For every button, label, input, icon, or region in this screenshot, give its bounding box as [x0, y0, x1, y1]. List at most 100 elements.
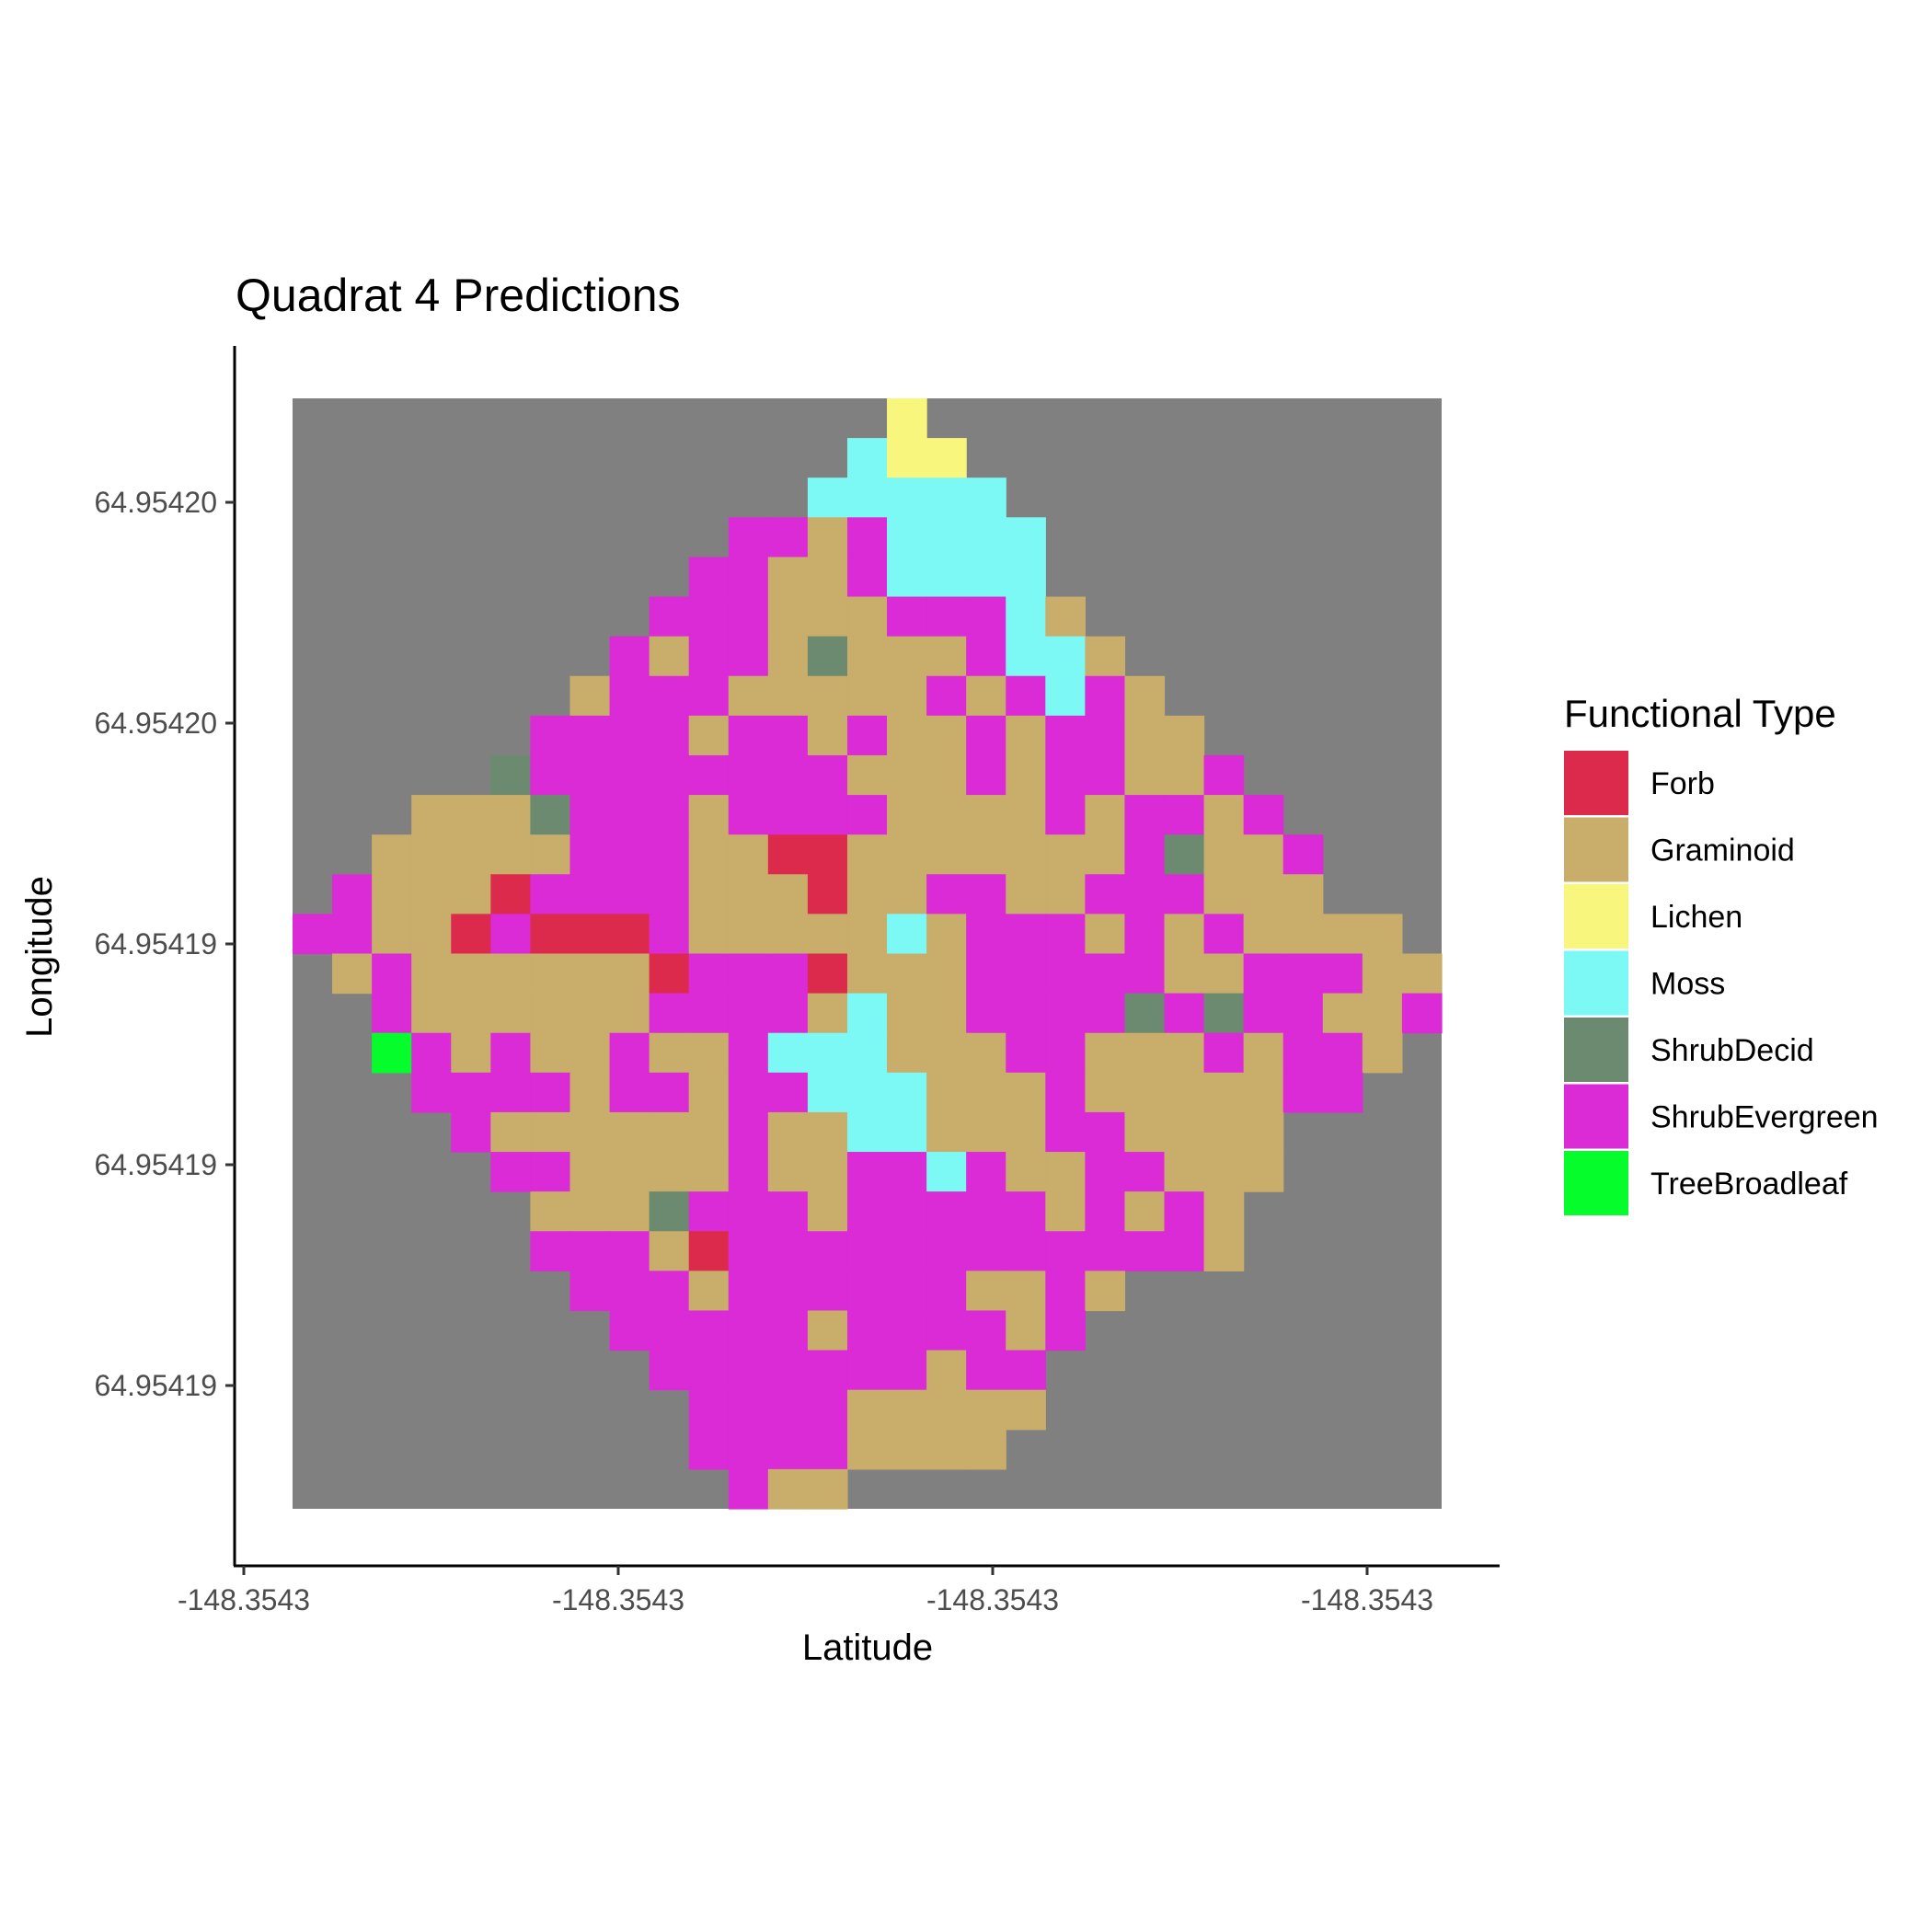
- heatmap-cell-graminoid: [1203, 795, 1245, 835]
- heatmap-cell-shrubevergreen: [1085, 1191, 1126, 1232]
- legend-label-forb: Forb: [1650, 766, 1715, 801]
- legend-label-graminoid: Graminoid: [1650, 834, 1795, 868]
- heatmap-cell-graminoid: [807, 1152, 848, 1192]
- heatmap-cell-shrubevergreen: [1006, 1231, 1046, 1271]
- heatmap-cell-graminoid: [490, 1111, 532, 1153]
- heatmap-cell-moss: [807, 1072, 848, 1113]
- heatmap-cell-graminoid: [1006, 795, 1046, 835]
- heatmap-cell-shrubevergreen: [1006, 1350, 1046, 1391]
- heatmap-cell-moss: [807, 477, 848, 518]
- heatmap-cell-shrubdecid: [807, 636, 848, 677]
- heatmap-cell-shrubevergreen: [1045, 1032, 1086, 1074]
- heatmap-cell-graminoid: [1006, 1271, 1046, 1312]
- heatmap-cell-shrubevergreen: [728, 596, 769, 638]
- heatmap-cell-graminoid: [1243, 1072, 1284, 1113]
- heatmap-cell-graminoid: [767, 636, 809, 677]
- heatmap-cell-graminoid: [887, 1389, 927, 1431]
- heatmap-cell-shrubevergreen: [966, 1231, 1006, 1271]
- heatmap-cell-graminoid: [688, 1152, 730, 1192]
- heatmap-cell-graminoid: [1124, 1032, 1166, 1074]
- heatmap-cell-moss: [807, 1032, 848, 1074]
- heatmap-cell-shrubevergreen: [728, 953, 769, 995]
- heatmap-cell-shrubevergreen: [688, 1191, 730, 1232]
- heatmap-cell-graminoid: [966, 1111, 1006, 1153]
- heatmap-cell-moss: [887, 517, 927, 558]
- heatmap-cell-shrubevergreen: [649, 795, 690, 835]
- heatmap-cell-shrubevergreen: [966, 953, 1006, 995]
- heatmap-cell-shrubevergreen: [1282, 1072, 1324, 1113]
- heatmap-cell-shrubevergreen: [649, 1072, 690, 1113]
- heatmap-cell-forb: [767, 834, 809, 875]
- heatmap-cell-shrubevergreen: [372, 993, 412, 1034]
- x-tick-label: -148.3543: [926, 1583, 1059, 1616]
- heatmap-cell-shrubevergreen: [1006, 675, 1046, 717]
- heatmap-cell-graminoid: [530, 953, 571, 995]
- y-axis-ticks: 64.95420 64.95420 64.95419 64.95419 64.95419: [95, 486, 235, 1402]
- heatmap-cell-shrubevergreen: [1006, 914, 1046, 955]
- heatmap-cell-shrubevergreen: [649, 874, 690, 914]
- heatmap-cell-graminoid: [966, 1429, 1006, 1470]
- heatmap-cell-forb: [569, 914, 611, 955]
- heatmap-cell-shrubevergreen: [966, 1350, 1006, 1391]
- heatmap-cell-shrubevergreen: [569, 834, 611, 875]
- heatmap-cell-graminoid: [926, 795, 967, 835]
- heatmap-cell-graminoid: [926, 1032, 967, 1074]
- heatmap-cell-shrubevergreen: [688, 754, 730, 796]
- heatmap-cell-graminoid: [1203, 953, 1245, 995]
- heatmap-cell-shrubevergreen: [490, 1032, 532, 1074]
- heatmap-cell-graminoid: [966, 1072, 1006, 1113]
- heatmap-cell-graminoid: [1243, 914, 1284, 955]
- heatmap-cell-moss: [767, 1032, 809, 1074]
- heatmap-cell-shrubevergreen: [728, 1429, 769, 1470]
- heatmap-cell-shrubevergreen: [649, 715, 690, 756]
- heatmap-cell-graminoid: [569, 1191, 611, 1232]
- heatmap-cell-graminoid: [1362, 914, 1403, 955]
- heatmap-cell-graminoid: [926, 1111, 967, 1153]
- heatmap-cell-shrubevergreen: [530, 1231, 571, 1271]
- heatmap-cell-shrubevergreen: [887, 1152, 927, 1192]
- heatmap-cell-graminoid: [1322, 993, 1363, 1034]
- heatmap-cell-graminoid: [1085, 1032, 1126, 1074]
- heatmap-cell-shrubevergreen: [609, 1072, 650, 1113]
- heatmap-cell-shrubevergreen: [846, 1350, 888, 1391]
- heatmap-cell-graminoid: [530, 1191, 571, 1232]
- heatmap-cell-graminoid: [846, 636, 888, 677]
- heatmap-cell-shrubevergreen: [490, 914, 532, 955]
- heatmap-cell-graminoid: [846, 953, 888, 995]
- heatmap-cell-shrubevergreen: [688, 993, 730, 1034]
- heatmap-cell-shrubevergreen: [926, 874, 967, 914]
- heatmap-cell-shrubevergreen: [1164, 1191, 1205, 1232]
- legend-label-shrubevergreen: ShrubEvergreen: [1650, 1100, 1879, 1135]
- heatmap-cell-shrubevergreen: [569, 1271, 611, 1312]
- heatmap-cell-moss: [887, 1072, 927, 1113]
- heatmap-cell-graminoid: [451, 1032, 491, 1074]
- heatmap-cell-graminoid: [887, 953, 927, 995]
- heatmap-cell-graminoid: [846, 1389, 888, 1431]
- heatmap-cell-shrubevergreen: [1164, 993, 1205, 1034]
- heatmap-cell-shrubevergreen: [1203, 754, 1245, 796]
- heatmap-cell-moss: [887, 557, 927, 598]
- heatmap-cell-shrubevergreen: [569, 1231, 611, 1271]
- heatmap-cell-shrubevergreen: [609, 1271, 650, 1312]
- heatmap-cell-graminoid: [846, 596, 888, 638]
- heatmap-cell-graminoid: [1243, 1111, 1284, 1153]
- heatmap-cell-graminoid: [1006, 1111, 1046, 1153]
- heatmap-cell-shrubevergreen: [1045, 914, 1086, 955]
- heatmap-cell-moss: [966, 477, 1006, 518]
- heatmap-cell-graminoid: [1006, 1072, 1046, 1113]
- heatmap-cell-graminoid: [411, 993, 452, 1034]
- heatmap-cell-shrubevergreen: [688, 1389, 730, 1431]
- heatmap-cell-graminoid: [1006, 754, 1046, 796]
- heatmap-cell-shrubevergreen: [887, 596, 927, 638]
- heatmap-cell-forb: [649, 953, 690, 995]
- heatmap-cell-shrubevergreen: [688, 1429, 730, 1470]
- heatmap-cell-graminoid: [887, 834, 927, 875]
- heatmap-cell-shrubevergreen: [846, 795, 888, 835]
- heatmap-cell-graminoid: [966, 795, 1006, 835]
- heatmap-cell-shrubevergreen: [1045, 1231, 1086, 1271]
- heatmap-cell-shrubevergreen: [569, 715, 611, 756]
- heatmap-cell-shrubevergreen: [688, 636, 730, 677]
- heatmap-cell-shrubevergreen: [807, 1350, 848, 1391]
- heatmap-cell-shrubevergreen: [609, 1032, 650, 1074]
